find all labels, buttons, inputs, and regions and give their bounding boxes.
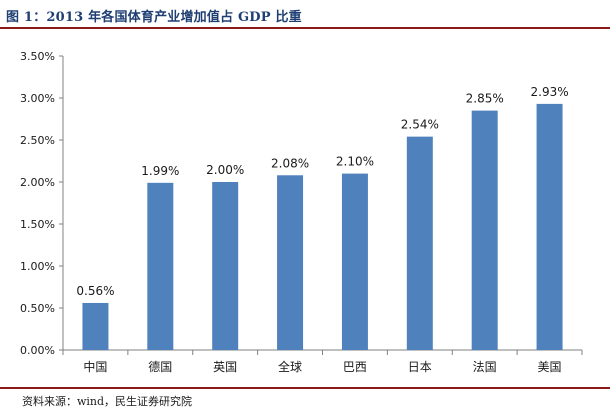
- data-label: 2.93%: [531, 85, 569, 99]
- bar: [147, 182, 174, 350]
- y-tick-label: 1.00%: [20, 260, 55, 273]
- bar: [406, 136, 433, 350]
- y-axis: 0.00% 0.50% 1.00% 1.50% 2.00% 2.50% 3.00% 3.50%: [20, 50, 64, 357]
- data-label: 2.85%: [466, 92, 504, 106]
- x-tick-label: 全球: [278, 359, 302, 374]
- data-labels: 0.56% 1.99% 2.00% 2.08% 2.10% 2.54% 2.85% 2.93%: [76, 85, 568, 298]
- y-tick-label: 2.00%: [20, 176, 55, 189]
- footer-rule: [0, 387, 610, 389]
- y-tick-label: 2.50%: [20, 134, 55, 147]
- x-tick-label: 法国: [473, 360, 497, 374]
- title-rule: [0, 27, 610, 29]
- bar: [536, 103, 563, 350]
- bar: [471, 110, 498, 350]
- data-label: 2.10%: [336, 155, 374, 169]
- x-tick-label: 巴西: [343, 360, 367, 374]
- chart-area: 0.00% 0.50% 1.00% 1.50% 2.00% 2.50% 3.00% 3.50%…: [0, 29, 610, 387]
- y-tick-label: 3.00%: [20, 92, 55, 105]
- x-tick-label: 美国: [538, 360, 562, 374]
- data-label: 2.00%: [206, 163, 244, 177]
- y-tick-label: 0.00%: [20, 344, 55, 357]
- bar: [277, 175, 304, 350]
- x-tick-label: 英国: [213, 360, 237, 374]
- figure-title: 图 1：2013 年各国体育产业增加值占 GDP 比重: [6, 10, 302, 25]
- data-label: 2.08%: [271, 156, 309, 170]
- y-tick-label: 3.50%: [20, 50, 55, 63]
- data-label: 2.54%: [401, 118, 439, 132]
- x-tick-label: 中国: [83, 359, 107, 374]
- data-label: 1.99%: [141, 164, 179, 178]
- bars: [82, 103, 563, 350]
- bar: [82, 302, 109, 350]
- data-label: 0.56%: [76, 284, 114, 298]
- bar: [341, 173, 368, 350]
- x-tick-label: 日本: [408, 360, 432, 374]
- bar: [212, 182, 239, 350]
- source-note: 资料来源：wind，民生证券研究院: [22, 395, 193, 408]
- bar-chart: 0.00% 0.50% 1.00% 1.50% 2.00% 2.50% 3.00% 3.50%…: [20, 50, 583, 374]
- x-tick-label: 德国: [148, 359, 172, 374]
- y-tick-label: 1.50%: [20, 218, 55, 231]
- y-tick-label: 0.50%: [20, 302, 55, 315]
- x-axis: 中国 德国 英国 全球 巴西 日本 法国 美国: [62, 349, 583, 374]
